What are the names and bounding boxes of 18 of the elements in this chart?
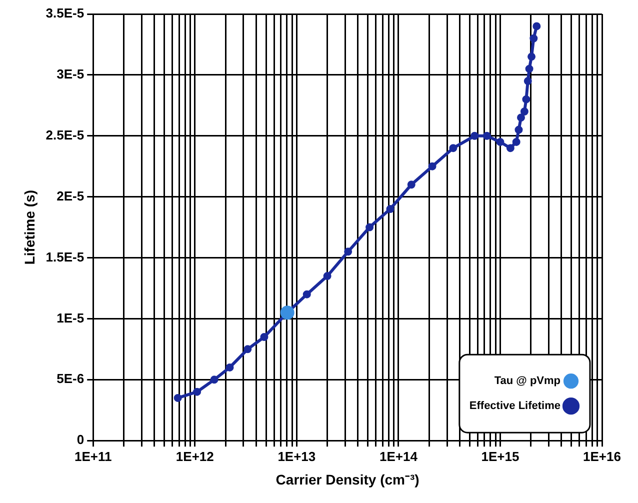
legend-label: Tau @ pVmp — [494, 375, 561, 388]
y-axis-title: Lifetime (s) — [21, 190, 38, 265]
x-tick-label: 1E+15 — [481, 448, 520, 464]
y-tick-label: 0 — [76, 432, 84, 448]
x-axis-title: Carrier Density (cm⁻³) — [276, 471, 420, 488]
y-tick-label: 1.5E-5 — [46, 249, 84, 264]
x-tick-label: 1E+14 — [379, 448, 418, 464]
x-tick-label: 1E+11 — [74, 448, 112, 464]
y-tick-label: 3E-5 — [56, 66, 84, 82]
y-tick-label: 2.5E-5 — [46, 127, 84, 142]
y-tick-label: 3.5E-5 — [46, 6, 84, 21]
y-tick-label: 1E-5 — [56, 310, 84, 326]
legend-label: Effective Lifetime — [469, 400, 560, 412]
x-tick-label: 1E+12 — [176, 448, 214, 464]
y-tick-label: 2E-5 — [56, 188, 84, 204]
x-tick-label: 1E+16 — [583, 448, 621, 464]
y-tick-label: 5E-6 — [56, 371, 84, 386]
x-tick-label: 1E+13 — [278, 448, 316, 464]
